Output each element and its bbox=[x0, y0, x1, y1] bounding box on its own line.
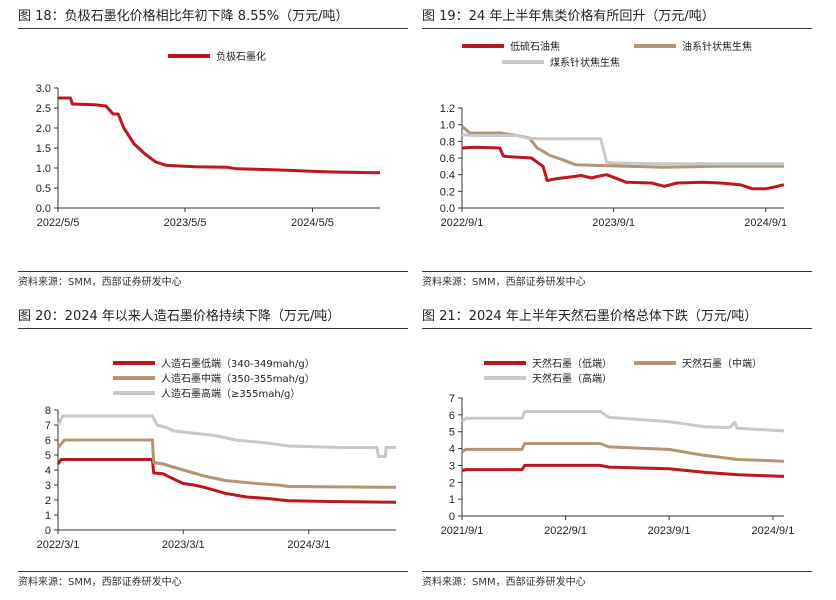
x-tick-label: 2021/9/1 bbox=[441, 525, 484, 537]
title-rule bbox=[18, 28, 408, 29]
y-tick-label: 0 bbox=[449, 511, 455, 523]
series-line bbox=[461, 442, 785, 463]
y-tick-label: 2.0 bbox=[36, 123, 51, 135]
legend-label: 油系针状焦生焦 bbox=[682, 40, 752, 53]
y-tick-label: 0.0 bbox=[440, 203, 455, 215]
x-tick-label: 2023/9/1 bbox=[648, 525, 691, 537]
series-line bbox=[56, 414, 396, 458]
line-chart-graphitization: 0.0 0.5 1.0 1.5 2.0 2.5 3.0 2022/5/5 2023/5/5 202… bbox=[36, 50, 381, 229]
series-line bbox=[461, 133, 784, 166]
source-rule bbox=[422, 271, 812, 272]
source-rule bbox=[18, 571, 408, 572]
y-tick-label: 2 bbox=[45, 495, 51, 507]
chart-title: 图 20：2024 年以来人造石墨价格持续下降（万元/吨） bbox=[18, 309, 341, 324]
series-line bbox=[461, 410, 785, 433]
y-tick-label: 5 bbox=[45, 450, 51, 462]
y-tick-label: 0.2 bbox=[440, 186, 455, 198]
series-line bbox=[461, 463, 785, 478]
legend-label: 负极石墨化 bbox=[216, 50, 266, 63]
chart-panel-natural-graphite: 图 21：2024 年上半年天然石墨价格总体下跌（万元/吨） 0 1 2 3 4 5 6 7 2… bbox=[422, 300, 822, 592]
y-tick-label: 6 bbox=[449, 410, 455, 422]
source-rule bbox=[18, 271, 408, 272]
y-tick-label: 3 bbox=[449, 460, 455, 472]
y-tick-label: 1.5 bbox=[36, 143, 51, 155]
legend-label: 人造石墨高端（≥355mah/g） bbox=[161, 387, 300, 400]
x-tick-label: 2022/9/1 bbox=[441, 217, 484, 229]
legend-label: 煤系针状焦生焦 bbox=[550, 56, 620, 69]
source-note: 资料来源：SMM，西部证券研发中心 bbox=[422, 277, 586, 288]
chart-panel-artificial-graphite: 图 20：2024 年以来人造石墨价格持续下降（万元/吨） 0 1 2 3 4 5 6 7 8 2… bbox=[18, 300, 418, 592]
legend-label: 低硫石油焦 bbox=[510, 40, 560, 53]
x-tick-label: 2023/5/5 bbox=[164, 217, 207, 229]
chart-title: 图 21：2024 年上半年天然石墨价格总体下跌（万元/吨） bbox=[422, 309, 758, 324]
y-tick-label: 0.5 bbox=[36, 183, 51, 195]
source-note: 资料来源：SMM，西部证券研发中心 bbox=[422, 577, 586, 588]
y-tick-label: 0.4 bbox=[440, 170, 455, 182]
y-tick-label: 8 bbox=[45, 405, 51, 417]
chart-panel-graphitization: 图 18：负极石墨化价格相比年初下降 8.55%（万元/吨） 0.0 0.5 1.0… bbox=[18, 0, 418, 292]
y-tick-label: 7 bbox=[45, 420, 51, 432]
y-tick-label: 2.5 bbox=[36, 103, 51, 115]
legend-label: 天然石墨（中端） bbox=[682, 357, 762, 370]
y-tick-label: 1 bbox=[45, 510, 51, 522]
y-tick-label: 5 bbox=[449, 427, 455, 439]
source-note: 资料来源：SMM，西部证券研发中心 bbox=[18, 277, 182, 288]
y-tick-label: 4 bbox=[45, 465, 51, 477]
source-note: 资料来源：SMM，西部证券研发中心 bbox=[18, 577, 182, 588]
y-tick-label: 1 bbox=[449, 494, 455, 506]
y-tick-label: 2 bbox=[449, 477, 455, 489]
x-tick-label: 2022/5/5 bbox=[37, 217, 80, 229]
y-tick-label: 0.8 bbox=[440, 136, 455, 148]
source-rule bbox=[422, 571, 812, 572]
line-chart-coke: 0.0 0.2 0.4 0.6 0.8 1.0 1.2 2022/9/1 2023/9/1 202… bbox=[440, 40, 787, 229]
y-tick-label: 0.6 bbox=[440, 153, 455, 165]
title-rule bbox=[422, 328, 812, 329]
series-line bbox=[56, 458, 397, 504]
x-tick-label: 2022/9/1 bbox=[544, 525, 587, 537]
x-tick-label: 2024/5/5 bbox=[291, 217, 334, 229]
y-tick-label: 0 bbox=[45, 525, 51, 537]
x-tick-label: 2024/9/1 bbox=[752, 525, 795, 537]
chart-title: 图 18：负极石墨化价格相比年初下降 8.55%（万元/吨） bbox=[18, 9, 349, 24]
y-tick-label: 3.0 bbox=[36, 83, 51, 95]
title-rule bbox=[18, 328, 408, 329]
legend-label: 人造石墨低端（340-349mah/g） bbox=[161, 357, 315, 370]
x-tick-label: 2024/9/1 bbox=[744, 217, 787, 229]
y-tick-label: 1.2 bbox=[440, 103, 455, 115]
series-line bbox=[56, 438, 397, 489]
title-rule bbox=[422, 28, 812, 29]
line-chart-natural-graphite: 0 1 2 3 4 5 6 7 2021/9/1 2022/9/1 2023/9/1 2024/9/1… bbox=[441, 357, 795, 537]
line-chart-artificial-graphite: 0 1 2 3 4 5 6 7 8 2022/3/1 2023/3/1 2024/3/1 人造石墨低端（… bbox=[37, 357, 397, 551]
legend-label: 天然石墨（低端） bbox=[532, 357, 612, 370]
x-tick-label: 2023/3/1 bbox=[162, 539, 205, 551]
y-tick-label: 1.0 bbox=[36, 163, 51, 175]
x-tick-label: 2022/3/1 bbox=[37, 539, 80, 551]
y-tick-label: 7 bbox=[449, 393, 455, 405]
y-tick-label: 6 bbox=[45, 435, 51, 447]
series-line bbox=[58, 96, 381, 175]
chart-title: 图 19：24 年上半年焦类价格有所回升（万元/吨） bbox=[422, 9, 715, 24]
chart-panel-coke: 图 19：24 年上半年焦类价格有所回升（万元/吨） 0.0 0.2 0.4 0.6 0… bbox=[422, 0, 822, 292]
y-tick-label: 3 bbox=[45, 480, 51, 492]
x-tick-label: 2024/3/1 bbox=[287, 539, 330, 551]
y-tick-label: 1.0 bbox=[440, 120, 455, 132]
series-line bbox=[461, 125, 784, 169]
legend-label: 人造石墨中端（350-355mah/g） bbox=[161, 372, 315, 385]
y-tick-label: 0.0 bbox=[36, 203, 51, 215]
legend-label: 天然石墨（高端） bbox=[532, 372, 612, 385]
x-tick-label: 2023/9/1 bbox=[592, 217, 635, 229]
series-line bbox=[461, 145, 785, 191]
y-tick-label: 4 bbox=[449, 444, 455, 456]
